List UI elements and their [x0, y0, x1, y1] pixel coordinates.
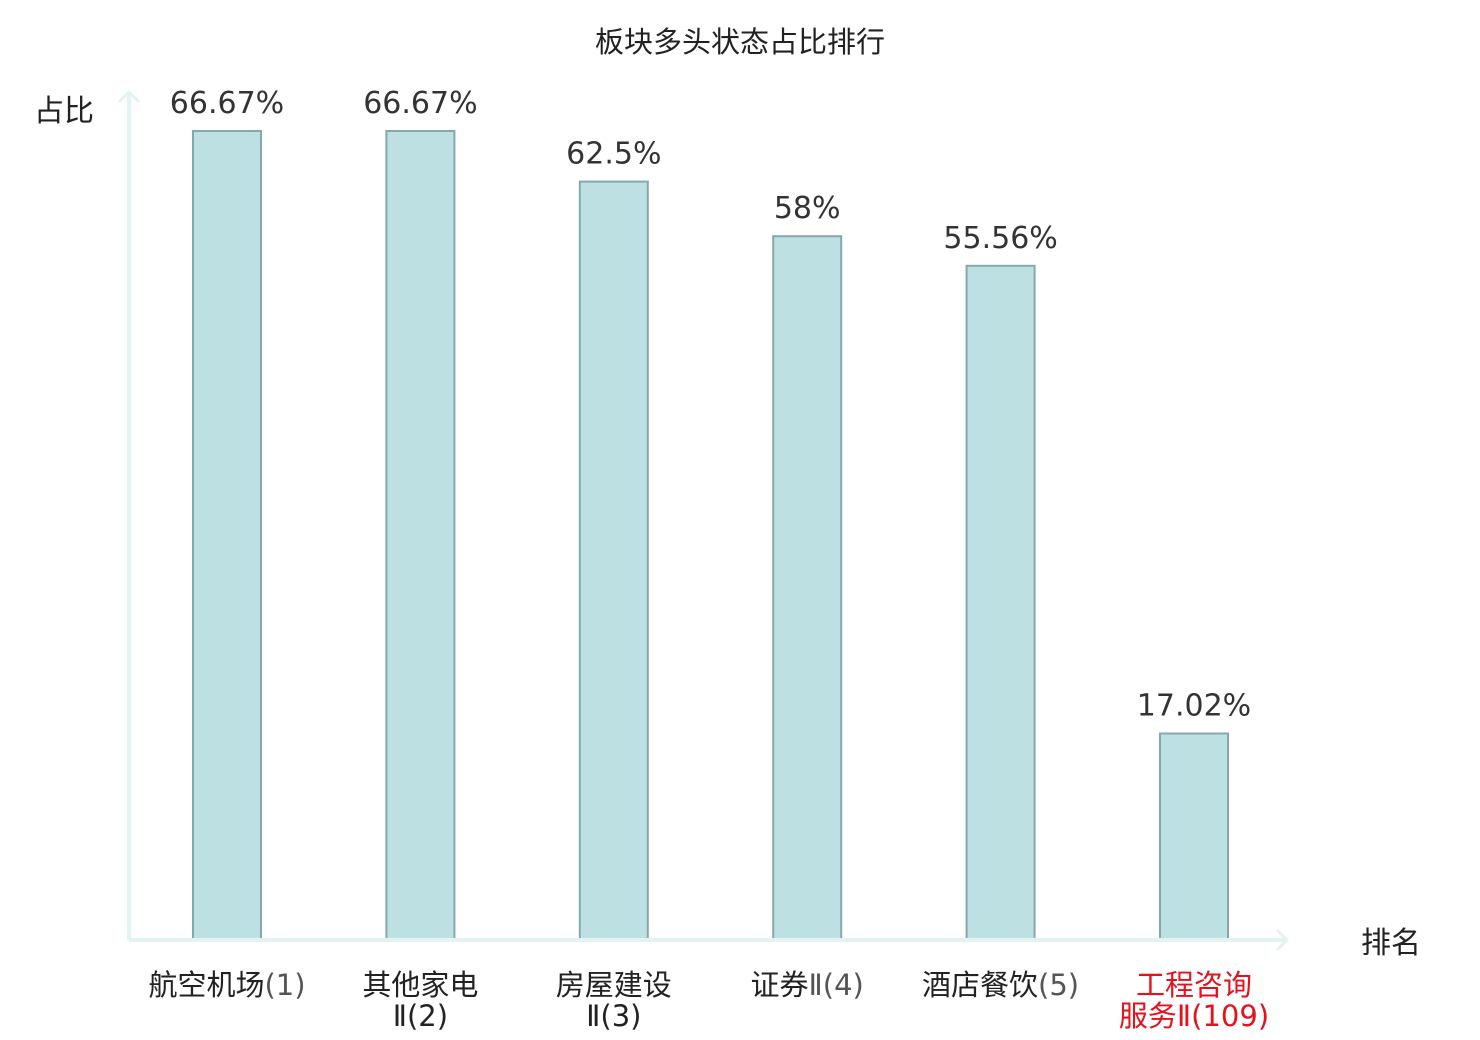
- value-label-4: 58%: [774, 191, 841, 226]
- value-label-6: 17.02%: [1137, 689, 1251, 724]
- value-labels-group: 66.67% 66.67% 62.5% 58% 55.56% 17.02%: [170, 86, 1251, 724]
- value-label-3: 62.5%: [566, 137, 661, 172]
- value-label-5: 55.56%: [943, 221, 1057, 256]
- x-tick-label-2-line2: Ⅱ(2): [393, 999, 448, 1033]
- bar-2: [385, 130, 456, 941]
- bar-5: [965, 264, 1036, 941]
- value-label-2: 66.67%: [363, 86, 477, 121]
- y-axis-label: 占比: [34, 94, 94, 129]
- value-label-1: 66.67%: [170, 86, 284, 121]
- bar-1: [192, 130, 262, 941]
- bars-group: [192, 130, 1229, 942]
- chart-title: 板块多头状态占比排行: [595, 25, 885, 59]
- x-tick-label-3-line1: 房屋建设: [556, 968, 672, 1002]
- x-axis-label: 排名: [1361, 926, 1421, 961]
- x-tick-label-1-line1: 航空机场(1): [148, 968, 305, 1002]
- bar-3: [578, 180, 649, 942]
- x-tick-label-2-line1: 其他家电: [362, 968, 478, 1002]
- bar-4: [772, 235, 843, 941]
- x-tick-label-6-line2: 服务Ⅱ(109): [1119, 999, 1269, 1033]
- x-tick-label-4-line1: 证券Ⅱ(4): [751, 968, 864, 1002]
- x-tick-label-6-line1: 工程咨询: [1136, 968, 1252, 1002]
- x-tick-label-5-line1: 酒店餐饮(5): [922, 968, 1079, 1002]
- x-tick-label-3-line2: Ⅱ(3): [586, 999, 641, 1033]
- bar-6: [1159, 732, 1229, 941]
